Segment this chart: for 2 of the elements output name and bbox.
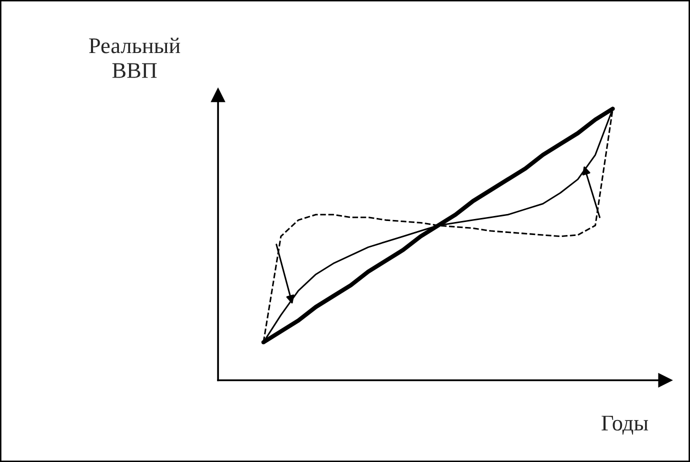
y-axis-title: Реальный ВВП [89,38,180,78]
x-axis-title: Годы [602,416,648,435]
